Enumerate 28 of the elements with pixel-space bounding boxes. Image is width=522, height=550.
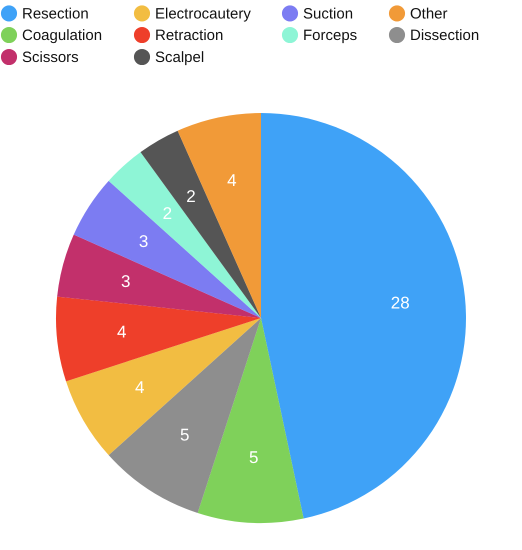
legend-label: Electrocautery (155, 5, 252, 22)
legend-label: Forceps (303, 27, 358, 44)
data-label: 4 (117, 322, 126, 342)
data-label: 4 (227, 171, 237, 190)
pie-slice (108, 318, 261, 513)
data-label: 4 (135, 378, 144, 397)
pie-slice (198, 318, 304, 523)
data-label: 3 (121, 272, 131, 291)
data-label: 5 (248, 448, 258, 467)
pie-slice (108, 152, 261, 318)
legend-label: Scalpel (155, 49, 204, 66)
data-label: 5 (180, 425, 190, 444)
pie-slice (56, 296, 261, 382)
data-label: 2 (186, 186, 196, 206)
legend-label: Scissors (22, 49, 79, 66)
data-label: 2 (162, 204, 172, 223)
legend-label: Dissection (410, 27, 480, 44)
data-label: 3 (138, 232, 148, 251)
data-label: 28 (390, 293, 410, 312)
pie-slice (178, 113, 261, 318)
legend-label: Coagulation (22, 27, 102, 44)
pie-slice (261, 113, 466, 519)
legend-label: Resection (22, 5, 89, 22)
pie-slice (140, 130, 261, 318)
legend-label: Retraction (155, 27, 224, 44)
legend-label: Other (410, 5, 448, 22)
legend-label: Suction (303, 5, 354, 22)
pie-slice (57, 234, 261, 318)
